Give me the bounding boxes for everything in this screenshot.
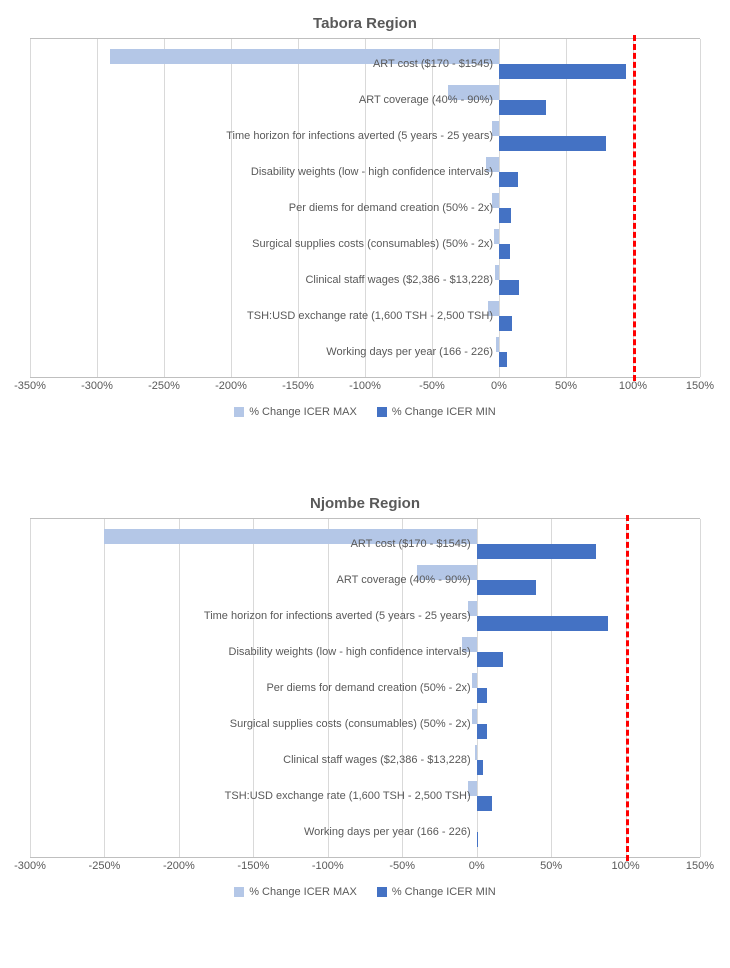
x-tick-label: 0% [491, 380, 507, 392]
legend: % Change ICER MAX % Change ICER MIN [0, 886, 730, 900]
x-axis: -300%-250%-200%-150%-100%-50%0%50%100%15… [30, 858, 700, 878]
category-label: Working days per year (166 - 226) [30, 337, 499, 367]
x-tick-label: -150% [282, 380, 314, 392]
category-label: Working days per year (166 - 226) [30, 817, 477, 847]
x-tick-label: 100% [619, 380, 647, 392]
category-label: TSH:USD exchange rate (1,600 TSH - 2,500… [30, 301, 499, 331]
x-tick-label: 0% [469, 860, 485, 872]
bar-min [477, 796, 492, 811]
chart-njombe: Njombe RegionART cost ($170 - $1545)ART … [0, 490, 730, 900]
legend-item-min: % Change ICER MIN [377, 406, 496, 418]
x-tick-label: -150% [237, 860, 269, 872]
legend-label-min: % Change ICER MIN [392, 886, 496, 898]
bar-min [499, 172, 518, 187]
bar-min [477, 580, 537, 595]
legend-item-max: % Change ICER MAX [234, 406, 357, 418]
x-tick-label: -200% [215, 380, 247, 392]
x-tick-label: -350% [14, 380, 46, 392]
plot-area: ART cost ($170 - $1545) ART coverage (40%… [30, 38, 700, 378]
x-tick-label: -50% [419, 380, 445, 392]
x-tick-label: 150% [686, 380, 714, 392]
bar-min [499, 352, 507, 367]
category-label: Clinical staff wages ($2,386 - $13,228) [30, 265, 499, 295]
category-label: Per diems for demand creation (50% - 2x) [30, 673, 477, 703]
bar-min [499, 316, 512, 331]
plot-area: ART cost ($170 - $1545) ART coverage (40%… [30, 518, 700, 858]
threshold-line [633, 35, 636, 381]
bar-min [499, 64, 626, 79]
category-label: ART cost ($170 - $1545) [30, 529, 477, 559]
category-label: Time horizon for infections averted (5 y… [30, 601, 477, 631]
category-label: Surgical supplies costs (consumables) (5… [30, 229, 499, 259]
category-label: ART coverage (40% - 90%) [30, 565, 477, 595]
bar-min [499, 100, 546, 115]
legend-item-max: % Change ICER MAX [234, 886, 357, 898]
bar-min [477, 652, 504, 667]
x-tick-label: 50% [540, 860, 562, 872]
x-tick-label: 100% [611, 860, 639, 872]
bar-min [499, 244, 510, 259]
x-tick-label: -300% [14, 860, 46, 872]
bar-min [477, 544, 596, 559]
legend-swatch-icon [377, 407, 387, 417]
legend: % Change ICER MAX % Change ICER MIN [0, 406, 730, 420]
gridline [700, 519, 701, 857]
gridline [700, 39, 701, 377]
bar-min [499, 280, 519, 295]
legend-label-max: % Change ICER MAX [249, 886, 357, 898]
legend-label-max: % Change ICER MAX [249, 406, 357, 418]
x-tick-label: -300% [81, 380, 113, 392]
x-tick-label: -100% [312, 860, 344, 872]
chart-tabora: Tabora RegionART cost ($170 - $1545)ART … [0, 10, 730, 420]
bar-min [499, 208, 511, 223]
category-label: Surgical supplies costs (consumables) (5… [30, 709, 477, 739]
legend-swatch-icon [234, 407, 244, 417]
bar-min [477, 832, 478, 847]
x-tick-label: -250% [148, 380, 180, 392]
legend-label-min: % Change ICER MIN [392, 406, 496, 418]
legend-swatch-icon [234, 887, 244, 897]
x-tick-label: 150% [686, 860, 714, 872]
bar-min [477, 724, 487, 739]
x-tick-label: -200% [163, 860, 195, 872]
chart-title: Njombe Region [0, 490, 730, 518]
x-axis: -350%-300%-250%-200%-150%-100%-50%0%50%1… [30, 378, 700, 398]
category-label: Per diems for demand creation (50% - 2x) [30, 193, 499, 223]
category-label: ART cost ($170 - $1545) [30, 49, 499, 79]
category-label: Disability weights (low - high confidenc… [30, 637, 477, 667]
bar-min [477, 760, 483, 775]
threshold-line [626, 515, 629, 861]
category-label: ART coverage (40% - 90%) [30, 85, 499, 115]
category-label: Clinical staff wages ($2,386 - $13,228) [30, 745, 477, 775]
category-label: Disability weights (low - high confidenc… [30, 157, 499, 187]
chart-title: Tabora Region [0, 10, 730, 38]
bar-min [499, 136, 606, 151]
x-tick-label: -250% [89, 860, 121, 872]
bar-min [477, 616, 608, 631]
bar-min [477, 688, 487, 703]
x-tick-label: -100% [349, 380, 381, 392]
legend-item-min: % Change ICER MIN [377, 886, 496, 898]
x-tick-label: 50% [555, 380, 577, 392]
legend-swatch-icon [377, 887, 387, 897]
category-label: Time horizon for infections averted (5 y… [30, 121, 499, 151]
x-tick-label: -50% [389, 860, 415, 872]
category-label: TSH:USD exchange rate (1,600 TSH - 2,500… [30, 781, 477, 811]
